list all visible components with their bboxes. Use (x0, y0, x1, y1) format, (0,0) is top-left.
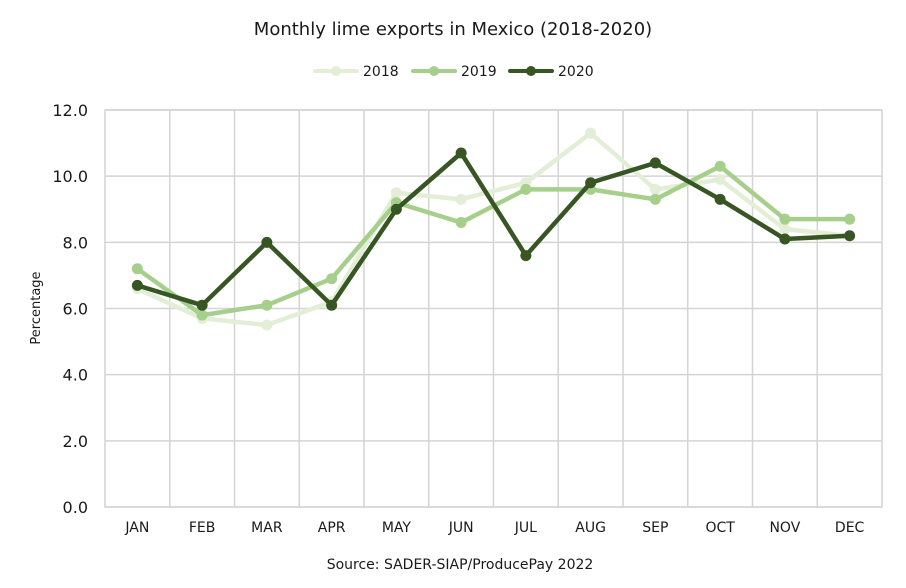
data-point-2019-DEC (844, 213, 856, 225)
x-tick-label: DEC (835, 520, 865, 536)
data-point-2019-APR (326, 273, 338, 285)
x-tick-label: AUG (575, 520, 606, 536)
y-axis: 0.0 2.0 4.0 6.0 8.0 10.0 12.0 (52, 101, 88, 517)
series-group (131, 127, 856, 331)
data-point-2018-AUG (585, 127, 597, 139)
legend-item-2018: 2018 (313, 64, 399, 80)
series-line-2018 (135, 130, 852, 328)
y-tick-label: 2.0 (63, 432, 88, 451)
data-point-2018-OCT (714, 173, 726, 185)
x-tick-label: MAR (251, 520, 283, 536)
data-point-2020-OCT (714, 193, 726, 205)
data-point-2018-MAR (261, 319, 273, 331)
legend-item-2019: 2019 (411, 64, 497, 80)
chart-title: Monthly lime exports in Mexico (2018-202… (254, 19, 652, 40)
data-point-2018-SEP (649, 183, 661, 195)
data-point-2019-JUN (455, 216, 467, 228)
x-tick-label: JUN (448, 520, 474, 536)
legend-marker (526, 66, 536, 76)
data-point-2020-FEB (196, 299, 208, 311)
data-point-2020-JUL (520, 250, 532, 262)
y-tick-label: 10.0 (52, 167, 88, 186)
source-note: Source: SADER-SIAP/ProducePay 2022 (327, 557, 594, 573)
legend-marker (331, 66, 341, 76)
data-point-2019-MAR (261, 299, 273, 311)
x-tick-label: APR (318, 520, 346, 536)
x-tick-label: JAN (124, 520, 149, 536)
data-point-2019-SEP (649, 193, 661, 205)
legend-label: 2019 (461, 64, 497, 80)
data-point-2020-SEP (649, 157, 661, 169)
data-point-2020-DEC (844, 230, 856, 242)
data-point-2020-APR (326, 299, 338, 311)
x-tick-label: NOV (769, 520, 800, 536)
x-axis: JAN FEB MAR APR MAY JUN JUL AUG SEP OCT NOV DEC (124, 520, 864, 536)
series-2020 (131, 147, 856, 311)
legend-marker (429, 66, 439, 76)
y-tick-label: 4.0 (63, 366, 88, 385)
legend-item-2020: 2020 (508, 64, 594, 80)
data-point-2019-NOV (779, 213, 791, 225)
y-tick-label: 12.0 (52, 101, 88, 120)
grid (104, 109, 883, 508)
data-point-2018-JUN (455, 193, 467, 205)
data-point-2020-MAR (261, 236, 273, 248)
x-tick-label: MAY (382, 520, 412, 536)
data-point-2020-MAY (390, 203, 402, 215)
data-point-2020-NOV (779, 233, 791, 245)
series-2018 (131, 127, 856, 331)
y-tick-label: 8.0 (63, 233, 88, 252)
y-tick-label: 6.0 (63, 300, 88, 319)
data-point-2019-FEB (196, 309, 208, 321)
legend-label: 2020 (558, 64, 594, 80)
data-point-2019-JUL (520, 183, 532, 195)
x-tick-label: FEB (189, 520, 216, 536)
data-point-2018-NOV (779, 223, 791, 235)
y-tick-label: 0.0 (63, 498, 88, 517)
legend: 2018 2019 2020 (313, 64, 594, 80)
x-tick-label: JUL (514, 520, 537, 536)
data-point-2020-JUN (455, 147, 467, 159)
data-point-2020-JAN (131, 279, 143, 291)
data-point-2018-MAY (390, 187, 402, 199)
data-point-2019-JAN (131, 263, 143, 275)
series-line-2020 (135, 150, 852, 308)
x-tick-label: SEP (642, 520, 668, 536)
data-point-2019-OCT (714, 160, 726, 172)
data-point-2020-AUG (585, 177, 597, 189)
x-tick-label: OCT (705, 520, 735, 536)
legend-label: 2018 (363, 64, 399, 80)
y-axis-label: Percentage (29, 271, 44, 344)
